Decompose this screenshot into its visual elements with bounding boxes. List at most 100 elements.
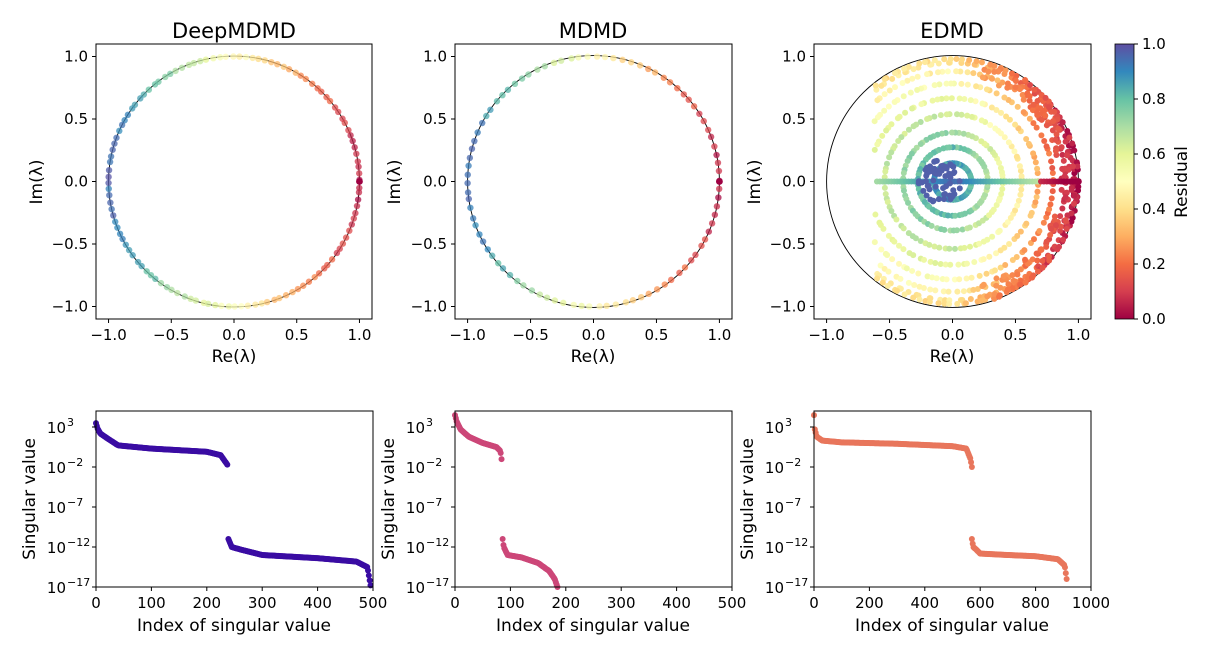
eigenvalue-point [1039, 264, 1046, 271]
eigenvalue-point [216, 54, 224, 61]
eigenvalue-point [192, 297, 199, 304]
eigenvalue-point [886, 87, 893, 94]
eigenvalue-point [918, 179, 925, 186]
x-tick-label: 100 [137, 594, 166, 612]
eigenvalue-point [998, 109, 1005, 116]
eigenvalue-point [964, 69, 971, 76]
eigenvalue-point [106, 191, 113, 199]
eigenvalue-point [336, 245, 343, 252]
eigenvalue-point [479, 238, 487, 245]
eigenvalue-point [1038, 116, 1045, 123]
eigenvalue-point [941, 56, 948, 63]
x-tick-label: −1.0 [90, 326, 126, 344]
eigenvalue-point [1041, 137, 1048, 144]
eigenvalue-point [924, 116, 931, 123]
eigenvalue-point [603, 302, 610, 310]
eigenvalue-point [941, 226, 948, 233]
eigenvalue-point [976, 240, 983, 247]
eigenvalue-point [933, 275, 940, 282]
eigenvalue-point [1002, 67, 1009, 74]
eigenvalue-point [972, 98, 979, 105]
eigenvalue-point [1011, 278, 1018, 285]
eigenvalue-point [1058, 186, 1065, 193]
eigenvalue-point [1070, 200, 1077, 207]
eigenvalue-point [294, 285, 302, 293]
eigenvalue-point [174, 289, 181, 297]
eigenvalue-point [1017, 228, 1024, 235]
eigenvalue-point [1000, 273, 1007, 280]
eigenvalue-point [167, 70, 174, 78]
eigenvalue-point [118, 121, 126, 129]
eigenvalue-point [931, 82, 938, 89]
eigenvalue-point [872, 82, 879, 89]
eigenvalue-point [464, 171, 471, 178]
eigenvalue-point [276, 294, 283, 302]
eigenvalue-point [218, 302, 225, 310]
eigenvalue-point [966, 243, 973, 250]
eigenvalue-point [935, 69, 942, 76]
eigenvalue-point [885, 103, 892, 110]
eigenvalue-point [692, 251, 699, 259]
eigenvalue-point [698, 242, 705, 249]
y-tick-label: 0.5 [782, 110, 806, 128]
x-tick-label: 400 [303, 594, 332, 612]
eigenvalue-point [1057, 223, 1064, 230]
eigenvalue-point [1008, 70, 1015, 77]
eigenvalue-point [926, 241, 933, 248]
eigenvalue-point [1012, 121, 1019, 128]
plot-frame [454, 410, 733, 588]
eigenvalue-point [543, 294, 551, 301]
eigenvalue-point [956, 276, 963, 283]
eigenvalue-point [963, 275, 970, 282]
eigenvalue-point [930, 177, 937, 184]
x-tick-label: 800 [1021, 594, 1050, 612]
eigenvalue-point [335, 108, 342, 116]
eigenvalue-point [1056, 243, 1063, 250]
eigenvalue-point [1038, 246, 1045, 253]
eigenvalue-point [1060, 236, 1067, 243]
y-tick-label: 0.0 [64, 173, 88, 191]
eigenvalue-point [107, 153, 115, 160]
eigenvalue-point [912, 235, 919, 242]
eigenvalue-point [1014, 202, 1021, 209]
eigenvalue-point [1013, 153, 1020, 160]
eigenvalue-point [891, 99, 898, 106]
eigenvalue-point [302, 75, 309, 83]
eigenvalue-point [881, 91, 888, 98]
eigenvalue-point [713, 203, 721, 210]
eigenvalue-point [966, 57, 973, 64]
eigenvalue-point [973, 58, 980, 65]
eigenvalue-point [929, 274, 936, 281]
eigenvalue-point [934, 96, 941, 103]
colorbar-gradient [1114, 43, 1135, 320]
eigenvalue-point [909, 105, 916, 112]
eigenvalue-point [1040, 219, 1047, 226]
eigenvalue-point [661, 281, 668, 288]
eigenvalue-point [1025, 140, 1032, 147]
eigenvalue-point [948, 129, 955, 136]
eigenvalue-point [910, 294, 917, 301]
eigenvalue-point [645, 290, 652, 298]
eigenvalue-point [978, 138, 985, 145]
x-tick-label: 0.0 [222, 326, 246, 344]
eigenvalue-point [231, 303, 238, 310]
eigenvalue-point [937, 112, 944, 119]
eigenvalue-point [1049, 170, 1056, 177]
eigenvalue-point [1060, 157, 1067, 164]
panel-title: EDMD [920, 19, 984, 43]
eigenvalue-point [927, 286, 934, 293]
eigenvalue-point [881, 76, 888, 83]
y-tick-exponent: −17 [785, 576, 808, 589]
eigenvalue-point [885, 232, 892, 239]
eigenvalue-point [988, 104, 995, 111]
eigenvalue-point [916, 60, 923, 67]
singular-value-point [365, 572, 372, 579]
eigenvalue-point [910, 66, 917, 73]
eigenvalue-point [1055, 125, 1062, 132]
singular-value-point [968, 464, 975, 470]
eigenvalue-point [212, 301, 219, 309]
eigenvalue-point [961, 244, 968, 251]
eigenvalue-point [910, 252, 917, 259]
eigenvalue-point [1014, 103, 1021, 110]
